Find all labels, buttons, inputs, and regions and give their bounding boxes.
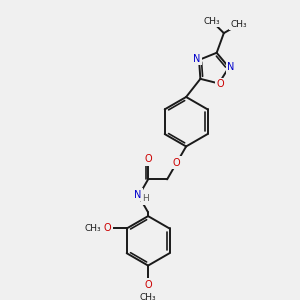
Text: O: O xyxy=(144,280,152,290)
Text: H: H xyxy=(142,194,148,203)
Text: CH₃: CH₃ xyxy=(84,224,101,233)
Text: O: O xyxy=(173,158,180,168)
Text: N: N xyxy=(227,62,235,72)
Text: CH₃: CH₃ xyxy=(230,20,247,29)
Text: N: N xyxy=(194,54,201,64)
Text: O: O xyxy=(217,80,224,89)
Text: O: O xyxy=(104,224,112,233)
Text: CH₃: CH₃ xyxy=(203,16,220,26)
Text: O: O xyxy=(144,154,152,164)
Text: N: N xyxy=(134,190,141,200)
Text: CH₃: CH₃ xyxy=(140,293,156,300)
